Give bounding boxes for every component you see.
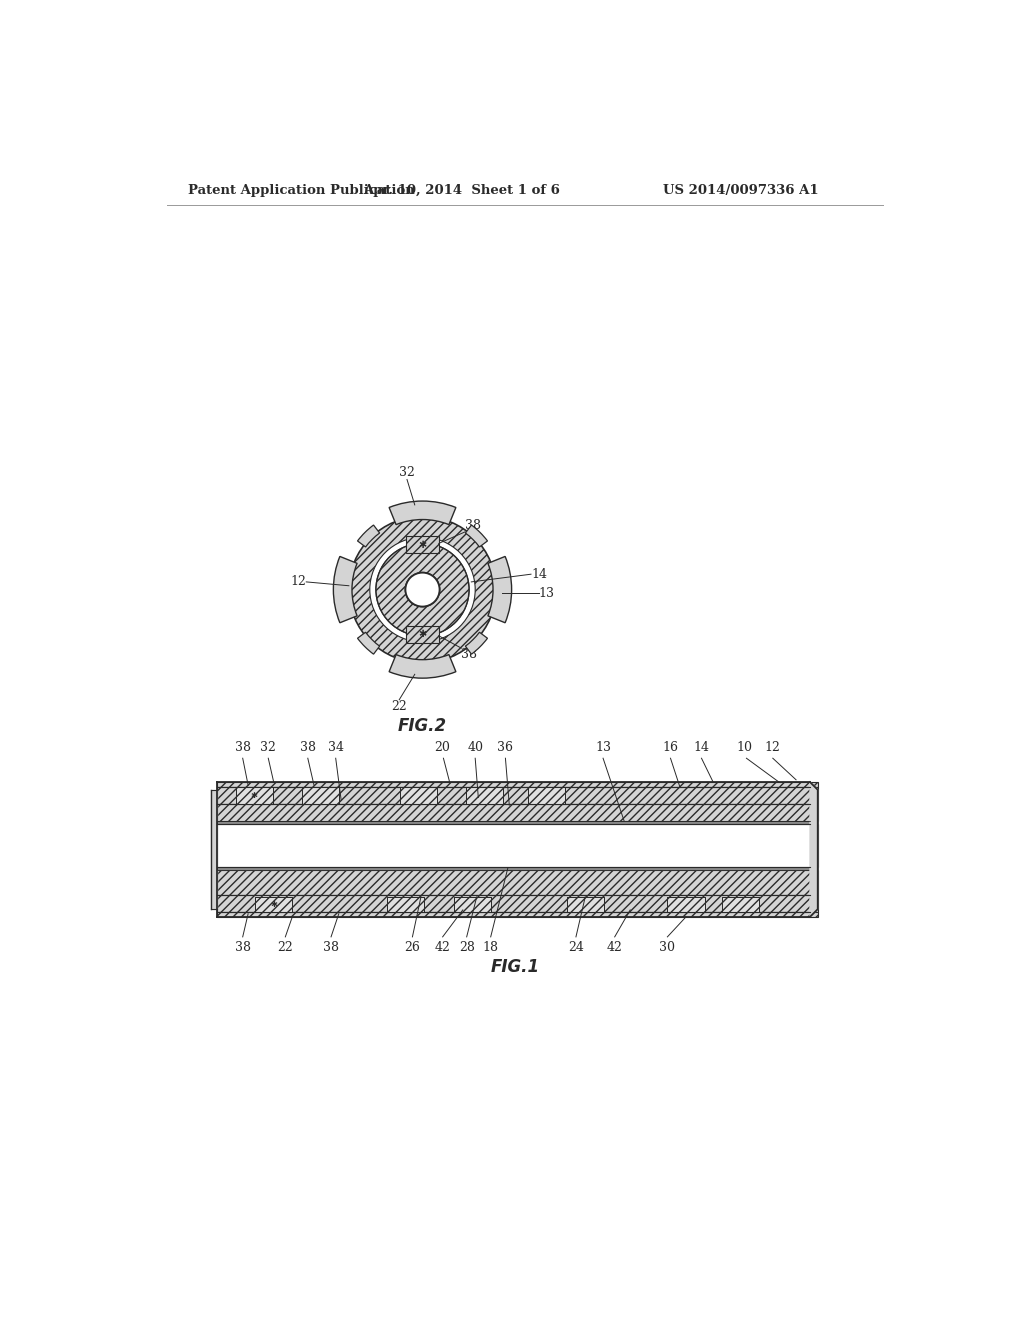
Bar <box>566 896 604 912</box>
Bar <box>236 787 273 804</box>
Wedge shape <box>334 557 357 623</box>
Circle shape <box>349 516 496 663</box>
Wedge shape <box>357 525 380 546</box>
Text: 12: 12 <box>291 576 306 589</box>
Circle shape <box>370 537 475 642</box>
Wedge shape <box>487 557 512 623</box>
Text: 38: 38 <box>461 648 477 661</box>
Circle shape <box>376 544 469 636</box>
Polygon shape <box>211 789 217 909</box>
Text: 38: 38 <box>323 941 339 954</box>
Text: 22: 22 <box>278 941 293 954</box>
Text: 14: 14 <box>693 742 710 755</box>
Text: 14: 14 <box>531 568 547 581</box>
Text: ✱: ✱ <box>419 630 427 639</box>
Bar <box>466 787 503 804</box>
Text: 12: 12 <box>765 742 780 755</box>
Bar <box>668 896 705 912</box>
Bar <box>217 912 818 917</box>
Text: 18: 18 <box>482 941 499 954</box>
Text: 22: 22 <box>391 700 408 713</box>
Text: 28: 28 <box>459 941 474 954</box>
Wedge shape <box>357 632 380 655</box>
Bar <box>528 787 565 804</box>
Bar <box>217 787 818 804</box>
Text: US 2014/0097336 A1: US 2014/0097336 A1 <box>663 185 818 197</box>
Text: 42: 42 <box>607 941 623 954</box>
Bar <box>400 787 437 804</box>
Bar <box>722 896 759 912</box>
Bar <box>400 787 437 804</box>
Text: Apr. 10, 2014  Sheet 1 of 6: Apr. 10, 2014 Sheet 1 of 6 <box>362 185 560 197</box>
Bar <box>217 781 818 787</box>
Text: 38: 38 <box>234 941 251 954</box>
Text: Patent Application Publication: Patent Application Publication <box>188 185 415 197</box>
Text: 34: 34 <box>328 742 344 755</box>
Bar <box>217 895 818 912</box>
Bar <box>302 787 339 804</box>
Bar <box>466 787 503 804</box>
Bar <box>217 867 818 870</box>
Bar <box>255 896 292 912</box>
Bar <box>387 896 424 912</box>
Wedge shape <box>389 655 456 678</box>
Text: 20: 20 <box>434 742 450 755</box>
Bar <box>217 804 818 821</box>
Text: FIG.1: FIG.1 <box>490 958 540 975</box>
Circle shape <box>406 573 439 607</box>
Text: 13: 13 <box>539 587 555 601</box>
Bar <box>722 896 759 912</box>
Wedge shape <box>389 502 456 524</box>
Bar <box>455 896 492 912</box>
Polygon shape <box>810 781 818 917</box>
Text: 13: 13 <box>595 742 611 755</box>
Bar <box>566 896 604 912</box>
Text: 38: 38 <box>234 742 251 755</box>
Text: 42: 42 <box>435 941 451 954</box>
Text: 32: 32 <box>260 742 276 755</box>
Bar <box>407 536 438 553</box>
Bar <box>407 626 438 643</box>
Text: 38: 38 <box>300 742 315 755</box>
Text: 16: 16 <box>663 742 679 755</box>
Bar <box>528 787 565 804</box>
Circle shape <box>376 544 469 636</box>
Text: 10: 10 <box>736 742 752 755</box>
Circle shape <box>406 573 439 607</box>
Wedge shape <box>466 632 487 655</box>
Text: ✱: ✱ <box>419 540 427 550</box>
Bar <box>255 896 292 912</box>
Text: ✱: ✱ <box>251 791 258 800</box>
Text: 40: 40 <box>467 742 483 755</box>
Text: ✱: ✱ <box>270 900 278 909</box>
Wedge shape <box>466 525 487 546</box>
Text: 30: 30 <box>659 941 676 954</box>
Bar <box>455 896 492 912</box>
Bar <box>387 896 424 912</box>
Bar <box>217 870 818 895</box>
Text: 38: 38 <box>465 519 481 532</box>
Text: 32: 32 <box>399 466 415 479</box>
Text: 26: 26 <box>404 941 421 954</box>
Bar <box>217 821 818 825</box>
Text: FIG.2: FIG.2 <box>398 717 447 735</box>
Text: 24: 24 <box>568 941 584 954</box>
Bar <box>236 787 273 804</box>
Bar <box>668 896 705 912</box>
Bar <box>217 825 818 867</box>
Text: 36: 36 <box>498 742 513 755</box>
Bar <box>302 787 339 804</box>
